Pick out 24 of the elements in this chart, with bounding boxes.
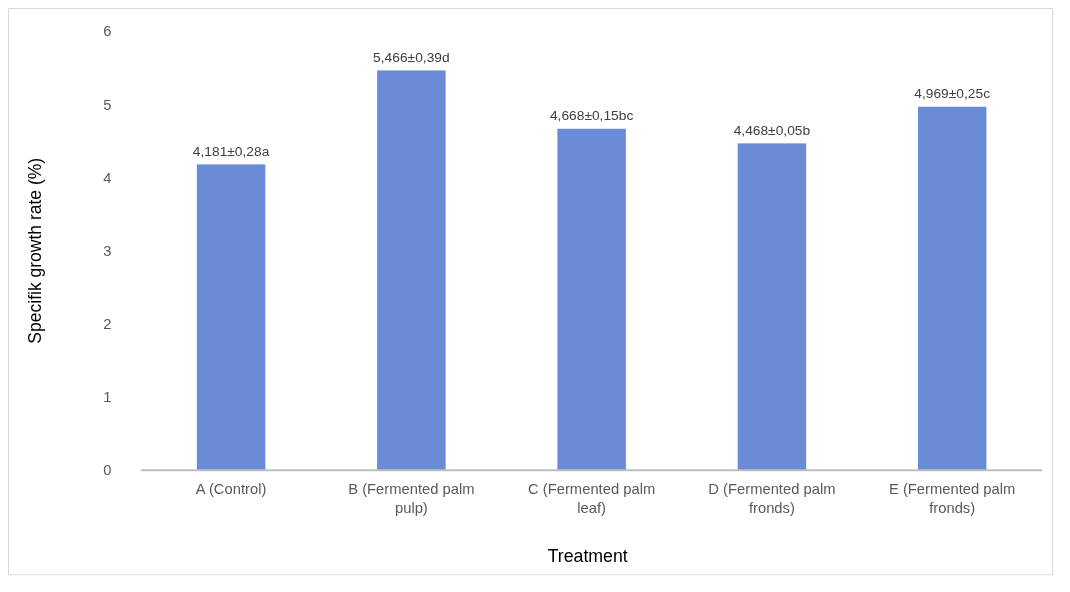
data-label: 4,181±0,28a xyxy=(192,143,270,159)
y-tick-label: 3 xyxy=(103,242,112,259)
bar xyxy=(377,70,446,471)
bar xyxy=(557,128,626,471)
y-tick-label: 4 xyxy=(103,169,112,186)
data-label: 4,668±0,15bc xyxy=(549,108,634,123)
y-tick-label: 1 xyxy=(103,389,112,406)
x-tick-label: D (Fermented palm fronds) xyxy=(708,481,836,516)
bar xyxy=(196,164,266,471)
x-tick-label: A (Control) xyxy=(195,481,267,498)
bar xyxy=(917,106,987,471)
data-label: 4,969±0,25c xyxy=(914,86,991,101)
bar xyxy=(737,143,807,471)
y-tick-label: 5 xyxy=(103,96,112,113)
y-tick-label: 0 xyxy=(103,462,112,479)
data-label: 5,466±0,39d xyxy=(373,49,450,65)
y-tick-label: 6 xyxy=(103,23,112,40)
y-tick-label: 2 xyxy=(103,316,112,332)
y-axis-title: Specifik growth rate (%) xyxy=(25,157,46,344)
x-axis-title: Treatment xyxy=(547,545,628,566)
x-tick-label: E (Fermented palm fronds) xyxy=(888,481,1016,516)
data-label: 4,468±0,05b xyxy=(733,122,811,138)
x-tick-label: B (Fermented palm pulp) xyxy=(348,481,475,516)
x-tick-label: C (Fermented palm leaf) xyxy=(528,481,656,516)
